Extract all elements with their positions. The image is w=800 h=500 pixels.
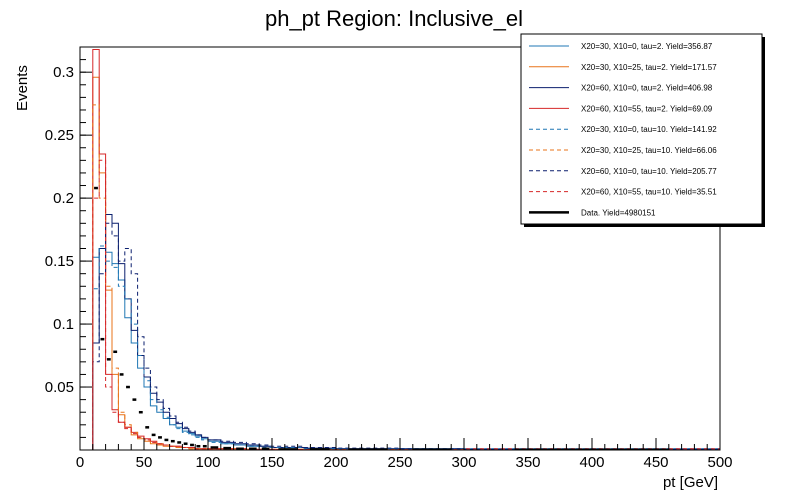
x-tick-label: 500 [707,454,732,471]
y-tick-label: 0.15 [45,253,74,270]
legend-label: X20=30, X10=25, tau=10. Yield=66.06 [581,146,717,155]
chart-title: ph_pt Region: Inclusive_el [265,6,523,31]
series-group [80,49,720,450]
x-tick-label: 250 [387,454,412,471]
y-tick-label: 0.2 [53,190,74,207]
x-tick-label: 300 [451,454,476,471]
legend-label: X20=60, X10=0, tau=10. Yield=205.77 [581,167,717,176]
x-axis-title: pt [GeV] [663,474,718,491]
series-8-step-line [80,159,720,450]
plot-area [80,49,720,450]
y-tick-label: 0.05 [45,379,74,396]
legend-box [520,33,763,225]
legend-label: X20=60, X10=0, tau=2. Yield=406.98 [581,84,713,93]
legend-label: X20=60, X10=55, tau=2. Yield=69.09 [581,104,713,113]
x-tick-label: 150 [259,454,284,471]
legend-label: Data. Yield=4980151 [581,208,656,217]
axes: 0 50 100 150 200 250 300 350 400 450 500 0.05 0.1 0.1… [45,46,733,471]
x-tick-label: 200 [323,454,348,471]
x-tick-label: 50 [136,454,153,471]
y-axis-title: Events [14,65,31,111]
series-7-step-line [80,222,720,450]
legend-label: X20=30, X10=25, tau=2. Yield=171.57 [581,63,717,72]
legend: X20=30, X10=0, tau=2. Yield=356.87 X20=30… [520,33,765,227]
legend-label: X20=30, X10=0, tau=10. Yield=141.92 [581,125,717,134]
x-tick-label: 350 [515,454,540,471]
legend-label: X20=30, X10=0, tau=2. Yield=356.87 [581,42,713,51]
x-tick-label: 400 [579,454,604,471]
x-tick-label: 450 [643,454,668,471]
y-tick-label: 0.25 [45,127,74,144]
y-tick-label: 0.3 [53,64,74,81]
x-tick-label: 0 [76,454,84,471]
x-tick-label: 100 [195,454,220,471]
y-tick-label: 0.1 [53,316,74,333]
legend-label: X20=60, X10=55, tau=10. Yield=35.51 [581,188,717,197]
